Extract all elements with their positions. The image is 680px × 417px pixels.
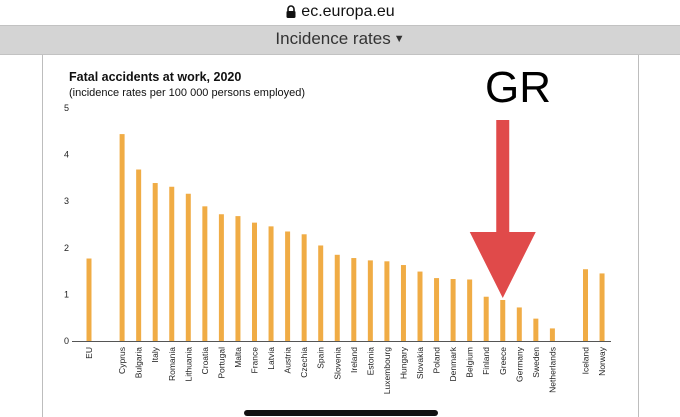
bar-iceland: [583, 269, 588, 341]
bar-luxembourg: [384, 261, 390, 341]
bar-lithuania: [185, 193, 191, 341]
bar-austria: [285, 231, 291, 341]
x-tick-label: Estonia: [365, 347, 375, 376]
x-tick-label: Lithuania: [183, 347, 193, 382]
y-tick-label: 5: [64, 103, 69, 113]
x-tick-label: Hungary: [398, 346, 408, 379]
x-tick-label: Spain: [316, 347, 326, 369]
red-arrow-head: [469, 232, 536, 298]
x-tick-label: Germany: [514, 346, 524, 382]
bar-cyprus: [119, 134, 125, 341]
bar-malta: [235, 216, 241, 341]
bar-spain: [318, 245, 324, 341]
x-tick-label: Slovenia: [332, 347, 342, 380]
x-tick-label: Bulgaria: [134, 347, 144, 378]
gr-annotation-label: GR: [485, 63, 551, 112]
x-tick-label: France: [250, 347, 260, 374]
caret-down-icon: ▼: [393, 33, 405, 45]
bar-czechia: [301, 234, 307, 341]
incidence-rates-dropdown[interactable]: Incidence rates ▼: [275, 29, 404, 49]
x-tick-label: Poland: [432, 347, 442, 374]
x-tick-label: Cyprus: [117, 347, 127, 374]
chart-panel: Fatal accidents at work, 2020 (incidence…: [42, 55, 639, 417]
bar-germany: [516, 307, 522, 341]
bar-norway: [599, 273, 605, 341]
bar-romania: [169, 186, 175, 341]
x-tick-label: EU: [84, 347, 94, 359]
bar-denmark: [450, 279, 456, 341]
bar-latvia: [268, 226, 274, 341]
bar-portugal: [218, 214, 224, 341]
x-tick-label: Czechia: [299, 347, 309, 378]
url-text: ec.europa.eu: [301, 3, 395, 20]
x-tick-label: Italy: [150, 346, 160, 362]
bar-hungary: [400, 265, 406, 341]
y-tick-label: 2: [64, 243, 69, 253]
bar-eu: [86, 258, 92, 341]
x-tick-label: Portugal: [216, 347, 226, 379]
lock-icon: [286, 5, 296, 18]
bar-ireland: [351, 258, 357, 341]
bar-belgium: [467, 279, 473, 341]
x-tick-label: Luxembourg: [382, 347, 392, 395]
x-tick-label: Iceland: [581, 347, 591, 375]
chart-title: Fatal accidents at work, 2020: [69, 70, 241, 84]
dropdown-label: Incidence rates: [275, 29, 391, 48]
red-arrow-shaft: [496, 120, 510, 235]
x-tick-label: Belgium: [465, 347, 475, 378]
bar-sweden: [533, 318, 539, 341]
y-tick-label: 0: [64, 336, 69, 346]
x-tick-label: Denmark: [448, 346, 458, 381]
bar-slovakia: [417, 271, 423, 341]
bar-finland: [483, 296, 489, 341]
chart-subtitle: (incidence rates per 100 000 persons emp…: [69, 87, 305, 99]
bar-netherlands: [549, 328, 555, 341]
home-indicator: [244, 410, 438, 416]
x-tick-label: Romania: [167, 347, 177, 381]
url-display[interactable]: ec.europa.eu: [285, 3, 395, 21]
bar-france: [252, 222, 257, 341]
x-tick-label: Ireland: [349, 347, 359, 373]
bar-bulgaria: [136, 169, 142, 341]
x-tick-label: Netherlands: [547, 347, 557, 393]
x-tick-label: Slovakia: [415, 347, 425, 379]
browser-url-bar[interactable]: ec.europa.eu: [0, 0, 680, 25]
x-tick-label: Croatia: [200, 347, 210, 375]
x-tick-label: Finland: [481, 347, 491, 375]
bar-croatia: [202, 206, 208, 341]
y-tick-label: 4: [64, 150, 69, 160]
x-tick-label: Austria: [283, 347, 293, 374]
y-tick-label: 3: [64, 196, 69, 206]
toolbar: Incidence rates ▼: [0, 25, 680, 55]
bar-italy: [152, 183, 158, 341]
bar-slovenia: [334, 254, 340, 341]
bar-greece: [500, 299, 506, 341]
bar-chart: Fatal accidents at work, 2020 (incidence…: [64, 63, 611, 395]
bar-estonia: [367, 260, 373, 341]
x-tick-label: Latvia: [266, 347, 276, 370]
y-tick-label: 1: [64, 289, 69, 299]
x-tick-label: Malta: [233, 347, 243, 368]
x-tick-label: Sweden: [531, 347, 541, 378]
x-tick-label: Greece: [498, 347, 508, 375]
bar-poland: [434, 278, 440, 341]
x-tick-label: Norway: [597, 346, 607, 376]
